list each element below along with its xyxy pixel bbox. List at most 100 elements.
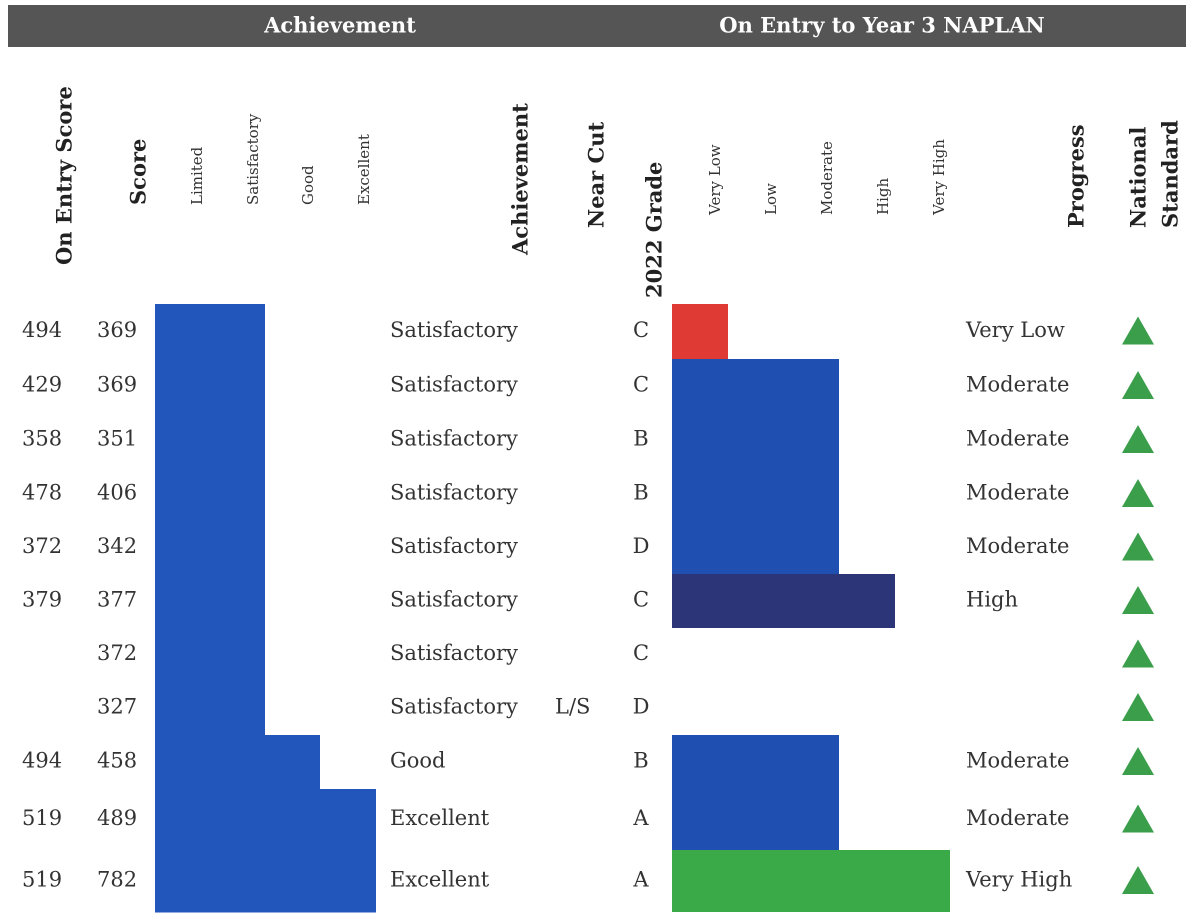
progress-bar [672, 304, 728, 359]
achievement-bar [155, 681, 265, 736]
column-header: 2022 Grade [642, 162, 667, 298]
entry-score: 372 [22, 534, 62, 558]
entry-score: 429 [22, 373, 62, 397]
progress: Moderate [966, 481, 1069, 505]
grade: B [633, 427, 648, 451]
grade: A [632, 806, 649, 830]
level-header: Very Low [706, 144, 724, 216]
column-header: Achievement [508, 103, 533, 256]
achievement: Satisfactory [390, 641, 518, 665]
progress-bar [672, 850, 950, 912]
achievement: Excellent [390, 868, 490, 892]
level-header: Very High [930, 139, 948, 216]
entry-score: 379 [22, 588, 62, 612]
score: 489 [97, 806, 137, 830]
grade: B [633, 481, 648, 505]
score: 351 [97, 427, 137, 451]
national-standard-icon [1122, 804, 1154, 833]
score: 406 [97, 481, 137, 505]
column-header: On Entry Score [52, 86, 77, 265]
score: 369 [97, 318, 137, 342]
header-achievement: Achievement [263, 13, 416, 38]
score: 369 [97, 373, 137, 397]
grade: D [633, 534, 650, 558]
level-header: Limited [188, 146, 206, 205]
entry-score: 494 [22, 318, 62, 342]
national-standard-icon [1122, 371, 1154, 399]
progress-bar [672, 413, 839, 467]
score: 342 [97, 534, 137, 558]
achievement-bar [155, 628, 265, 682]
grade: C [633, 318, 649, 342]
level-header: Low [762, 183, 780, 215]
level-header: High [874, 178, 892, 215]
national-standard-icon [1122, 639, 1154, 668]
column-header: Standard [1158, 120, 1183, 228]
score: 327 [97, 695, 137, 719]
progress-bar [672, 359, 839, 413]
score: 782 [97, 868, 137, 892]
national-standard-icon [1122, 586, 1154, 614]
entry-score: 519 [22, 868, 62, 892]
national-standard-icon [1122, 747, 1154, 775]
entry-score: 494 [22, 749, 62, 773]
level-header: Excellent [355, 134, 373, 205]
grade: B [633, 749, 648, 773]
achievement: Satisfactory [390, 588, 518, 612]
national-standard-icon [1122, 866, 1154, 894]
achievement-bar [155, 735, 320, 790]
grade: D [633, 695, 650, 719]
progress: Moderate [966, 534, 1069, 558]
progress: Moderate [966, 427, 1069, 451]
achievement: Satisfactory [390, 534, 518, 558]
achievement: Satisfactory [390, 427, 518, 451]
progress: Moderate [966, 806, 1069, 830]
header-naplan: On Entry to Year 3 NAPLAN [719, 13, 1044, 38]
achievement-bar [155, 467, 265, 522]
grade: C [633, 641, 649, 665]
progress: Moderate [966, 749, 1069, 773]
national-standard-icon [1122, 316, 1154, 345]
achievement: Satisfactory [390, 695, 518, 719]
grade: C [633, 588, 649, 612]
grade: A [632, 868, 649, 892]
achievement-bar [155, 359, 265, 414]
progress-bar [672, 521, 839, 574]
achievement-bar [155, 304, 265, 360]
achievement-bar [155, 850, 376, 913]
near-cut: L/S [555, 695, 590, 719]
progress-bar [672, 789, 839, 850]
column-header: Near Cut [584, 121, 609, 228]
achievement-bar [155, 789, 376, 851]
header-bar [8, 5, 1186, 47]
entry-score: 358 [22, 427, 62, 451]
progress-bar [672, 574, 895, 628]
achievement: Good [390, 749, 446, 773]
progress: Very High [965, 868, 1072, 892]
score: 372 [97, 641, 137, 665]
achievement-bar [155, 413, 265, 468]
achievement-bar [155, 521, 265, 575]
column-header: Score [126, 139, 151, 205]
national-standard-icon [1122, 693, 1154, 721]
progress: Moderate [966, 373, 1069, 397]
progress-bar [672, 735, 839, 789]
column-header: National [1126, 127, 1151, 228]
level-header: Moderate [818, 141, 836, 215]
national-standard-icon [1122, 532, 1154, 561]
entry-score: 478 [22, 481, 62, 505]
achievement-bar [155, 574, 265, 629]
score: 458 [97, 749, 137, 773]
achievement: Satisfactory [390, 373, 518, 397]
achievement: Satisfactory [390, 318, 518, 342]
score: 377 [97, 588, 137, 612]
national-standard-icon [1122, 425, 1154, 453]
progress: High [966, 588, 1018, 612]
progress: Very Low [965, 318, 1065, 342]
achievement: Satisfactory [390, 481, 518, 505]
progress-bar [672, 467, 839, 521]
column-header: Progress [1064, 124, 1089, 228]
level-header: Satisfactory [244, 113, 262, 205]
grade: C [633, 373, 649, 397]
